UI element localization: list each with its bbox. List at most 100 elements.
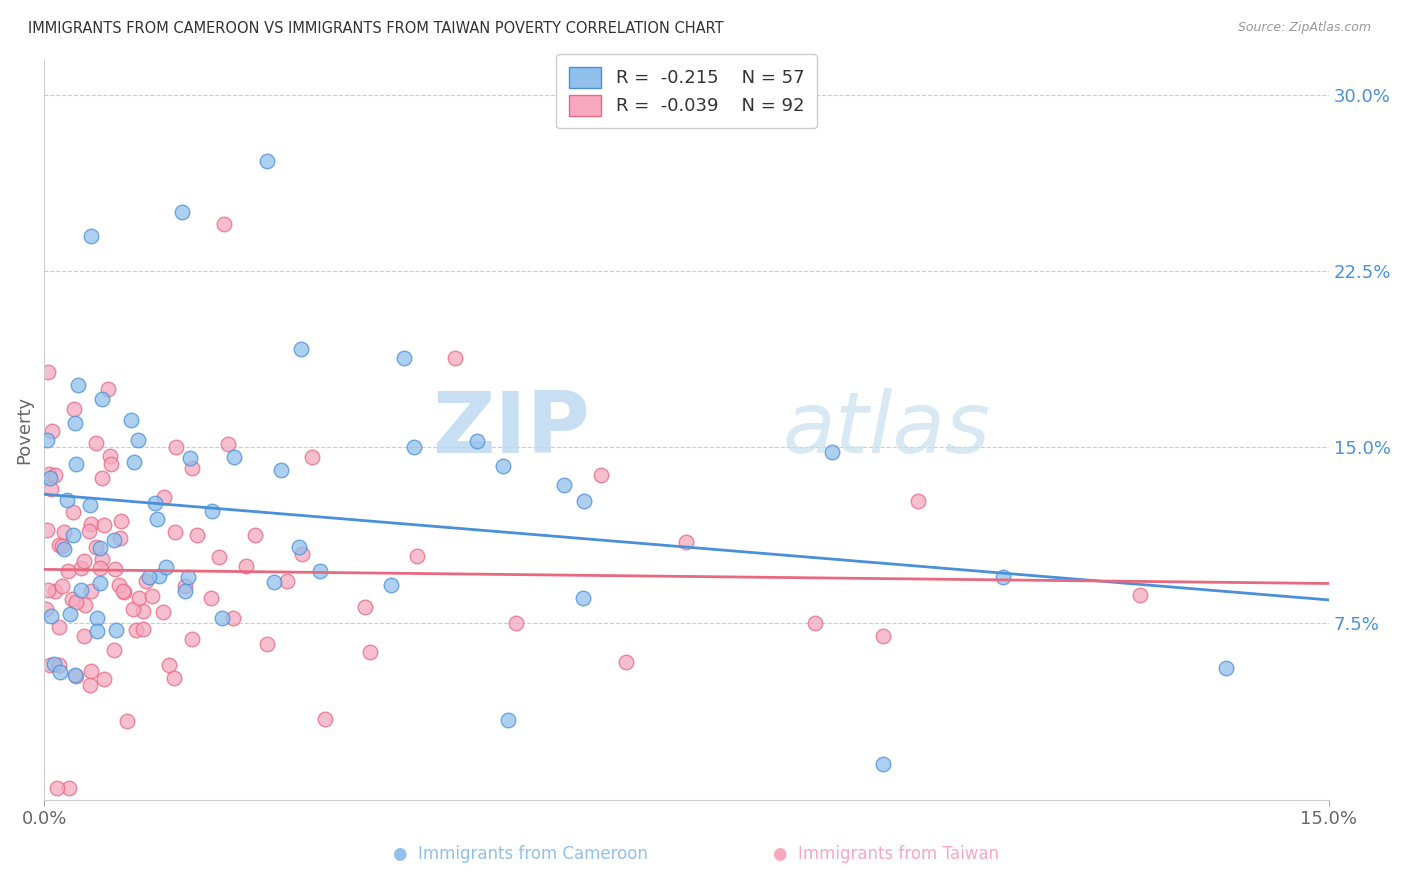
Point	[39, 657, 62, 672]
Point	[146, 512, 169, 526]
Point	[49, 665, 72, 680]
Point	[100, 449, 122, 463]
Point	[675, 534, 697, 549]
Point	[105, 623, 128, 637]
Point	[574, 493, 596, 508]
Point	[53, 541, 76, 556]
Point	[276, 574, 298, 589]
Point	[37, 365, 59, 379]
Point	[72, 553, 94, 567]
Point	[148, 569, 170, 583]
Point	[141, 589, 163, 603]
Point	[159, 658, 181, 673]
Point	[41, 608, 63, 623]
Point	[114, 584, 136, 599]
Point	[132, 622, 155, 636]
Text: ZIP: ZIP	[432, 388, 591, 471]
Point	[84, 436, 107, 450]
Point	[37, 433, 59, 447]
Point	[571, 591, 593, 606]
Point	[155, 560, 177, 574]
Point	[165, 525, 187, 540]
Point	[145, 496, 167, 510]
Point	[46, 780, 69, 795]
Point	[100, 457, 122, 471]
Point	[616, 655, 638, 669]
Point	[308, 564, 330, 578]
Point	[80, 584, 103, 599]
Point	[108, 578, 131, 592]
Point	[44, 583, 66, 598]
Point	[181, 632, 204, 646]
Point	[90, 551, 112, 566]
Point	[41, 424, 63, 438]
Point	[152, 605, 174, 619]
Point	[200, 591, 222, 606]
Point	[465, 434, 488, 449]
Point	[122, 455, 145, 469]
Point	[104, 561, 127, 575]
Point	[108, 531, 131, 545]
Point	[34, 601, 56, 615]
Point	[70, 582, 93, 597]
Point	[173, 579, 195, 593]
Text: Source: ZipAtlas.com: Source: ZipAtlas.com	[1237, 21, 1371, 34]
Point	[79, 499, 101, 513]
Point	[59, 607, 82, 621]
Point	[93, 518, 115, 533]
Point	[804, 616, 827, 631]
Point	[505, 615, 527, 630]
Point	[127, 434, 149, 448]
Point	[444, 351, 467, 365]
Point	[48, 538, 70, 552]
Point	[1215, 661, 1237, 675]
Point	[301, 450, 323, 465]
Text: ●  Immigrants from Cameroon: ● Immigrants from Cameroon	[392, 845, 648, 863]
Point	[77, 524, 100, 538]
Point	[872, 757, 894, 772]
Point	[79, 678, 101, 692]
Point	[56, 492, 79, 507]
Point	[263, 575, 285, 590]
Point	[245, 527, 267, 541]
Point	[70, 561, 93, 575]
Point	[56, 564, 79, 578]
Point	[181, 460, 204, 475]
Point	[115, 714, 138, 729]
Point	[314, 712, 336, 726]
Point	[103, 643, 125, 657]
Point	[110, 515, 132, 529]
Point	[48, 620, 70, 634]
Point	[79, 664, 101, 678]
Point	[1129, 588, 1152, 602]
Point	[97, 382, 120, 396]
Point	[86, 611, 108, 625]
Point	[821, 445, 844, 459]
Point	[291, 547, 314, 561]
Point	[86, 624, 108, 639]
Point	[359, 645, 381, 659]
Point	[48, 657, 70, 672]
Point	[37, 523, 59, 537]
Point	[404, 440, 426, 454]
Point	[80, 516, 103, 531]
Text: ●  Immigrants from Taiwan: ● Immigrants from Taiwan	[773, 845, 998, 863]
Point	[256, 637, 278, 651]
Legend: R =  -0.215    N = 57, R =  -0.039    N = 92: R = -0.215 N = 57, R = -0.039 N = 92	[555, 54, 817, 128]
Point	[65, 416, 87, 430]
Point	[112, 583, 135, 598]
Point	[163, 671, 186, 685]
Point	[222, 611, 245, 625]
Point	[211, 611, 233, 625]
Point	[38, 467, 60, 482]
Point	[179, 451, 201, 466]
Point	[67, 377, 90, 392]
Point	[496, 713, 519, 727]
Point	[89, 541, 111, 556]
Point	[60, 592, 83, 607]
Point	[63, 668, 86, 682]
Point	[165, 440, 187, 454]
Point	[212, 217, 235, 231]
Point	[222, 450, 245, 464]
Point	[235, 559, 257, 574]
